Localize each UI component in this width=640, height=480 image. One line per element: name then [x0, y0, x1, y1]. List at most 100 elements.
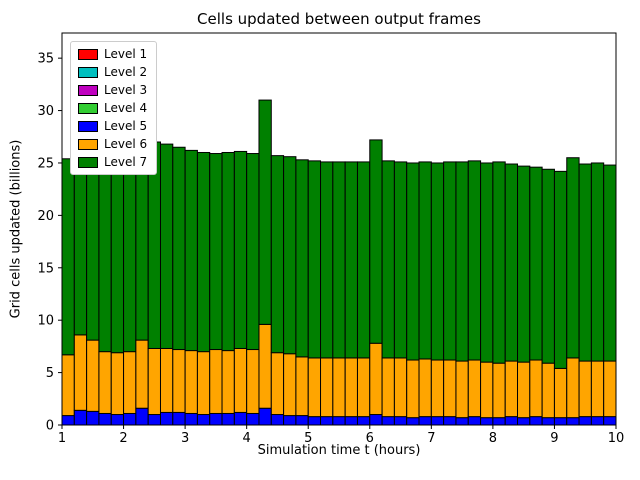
- x-tick-label: 6: [366, 431, 374, 446]
- bar-segment: [369, 342, 383, 416]
- bar-segment: [393, 161, 408, 359]
- legend-item: Level 5: [78, 119, 147, 133]
- bar-segment: [320, 161, 334, 359]
- bar-segment: [270, 414, 285, 425]
- bar-segment: [541, 168, 555, 364]
- bar-segment: [369, 414, 383, 425]
- bar-segment: [196, 351, 211, 416]
- legend-label: Level 6: [104, 137, 148, 151]
- axes-frame: [61, 32, 617, 426]
- chart-title: Cells updated between output frames: [197, 10, 481, 28]
- bar-segment: [332, 357, 346, 418]
- bar-segment: [159, 411, 174, 425]
- y-tick-label: 35: [37, 52, 54, 67]
- bar-segment: [443, 359, 457, 418]
- bar-segment: [369, 139, 383, 344]
- legend-swatch: [78, 48, 98, 60]
- bar-segment: [135, 339, 149, 409]
- bar-segment: [590, 162, 605, 362]
- bar-segment: [172, 411, 186, 425]
- bar-segment: [320, 357, 334, 418]
- legend-swatch: [78, 102, 98, 114]
- legend-swatch: [78, 156, 98, 168]
- bar-segment: [529, 166, 543, 361]
- x-tick-label: 1: [58, 431, 66, 446]
- bar-segment: [135, 407, 149, 425]
- bar-segment: [566, 357, 580, 419]
- bars-group: [62, 99, 616, 425]
- bar-segment: [221, 412, 235, 425]
- bar-segment: [62, 158, 75, 356]
- legend-label: Level 3: [104, 83, 148, 97]
- bar-segment: [430, 162, 445, 361]
- bar-segment: [541, 362, 555, 419]
- legend-item: Level 1: [78, 47, 147, 61]
- bar-segment: [62, 415, 75, 425]
- legend-label: Level 5: [104, 119, 148, 133]
- y-tick-label: 25: [37, 156, 54, 171]
- bar-segment: [566, 157, 580, 359]
- bar-segment: [258, 323, 272, 409]
- bar-segment: [184, 149, 198, 352]
- bar-segment: [480, 361, 494, 419]
- bar-segment: [172, 349, 186, 413]
- bar-segment: [356, 416, 371, 425]
- bar-segment: [418, 416, 432, 425]
- bar-segment: [590, 416, 605, 425]
- legend-label: Level 7: [104, 155, 148, 169]
- bar-segment: [270, 352, 285, 416]
- bar-segment: [418, 358, 432, 418]
- bar-segment: [270, 155, 285, 354]
- bar-segment: [578, 360, 592, 418]
- bar-segment: [221, 151, 235, 352]
- legend-swatch: [78, 66, 98, 78]
- bar-segment: [443, 416, 457, 425]
- legend-item: Level 3: [78, 83, 147, 97]
- bar-segment: [110, 414, 125, 425]
- legend-item: Level 6: [78, 137, 147, 151]
- bar-segment: [307, 160, 322, 359]
- y-tick-label: 20: [37, 209, 54, 224]
- bar-segment: [196, 414, 211, 425]
- bar-segment: [209, 153, 223, 351]
- bar-segment: [184, 350, 198, 414]
- bar-segment: [320, 416, 334, 425]
- bar-segment: [98, 412, 112, 425]
- bar-segment: [566, 417, 580, 425]
- bar-segment: [233, 150, 248, 349]
- bar-segment: [246, 349, 260, 414]
- x-tick-label: 5: [304, 431, 312, 446]
- bar-segment: [590, 360, 605, 418]
- legend-swatch: [78, 84, 98, 96]
- bar-segment: [467, 160, 482, 361]
- bar-segment: [393, 357, 408, 418]
- bar-segment: [517, 165, 531, 363]
- bar-segment: [221, 350, 235, 414]
- bar-segment: [233, 411, 248, 425]
- bar-segment: [553, 417, 568, 425]
- legend-swatch: [78, 120, 98, 132]
- x-tick-label: 9: [550, 431, 558, 446]
- bar-segment: [381, 160, 395, 359]
- bar-segment: [492, 161, 506, 364]
- bar-segment: [246, 412, 260, 425]
- y-tick-label: 10: [37, 314, 54, 329]
- bar-segment: [603, 416, 616, 425]
- bar-segment: [578, 163, 592, 362]
- legend-swatch: [78, 138, 98, 150]
- bar-segment: [517, 361, 531, 419]
- bar-segment: [492, 417, 506, 425]
- bar-segment: [406, 162, 420, 361]
- bar-segment: [356, 161, 371, 359]
- bar-segment: [406, 359, 420, 419]
- legend-label: Level 4: [104, 101, 148, 115]
- bar-segment: [332, 416, 346, 425]
- bar-segment: [504, 416, 519, 425]
- bar-segment: [393, 416, 408, 425]
- y-tick-label: 5: [46, 366, 54, 381]
- x-tick-label: 8: [489, 431, 497, 446]
- legend-label: Level 2: [104, 65, 148, 79]
- bar-segment: [603, 360, 616, 418]
- y-tick-label: 30: [37, 104, 54, 119]
- bar-segment: [196, 151, 211, 353]
